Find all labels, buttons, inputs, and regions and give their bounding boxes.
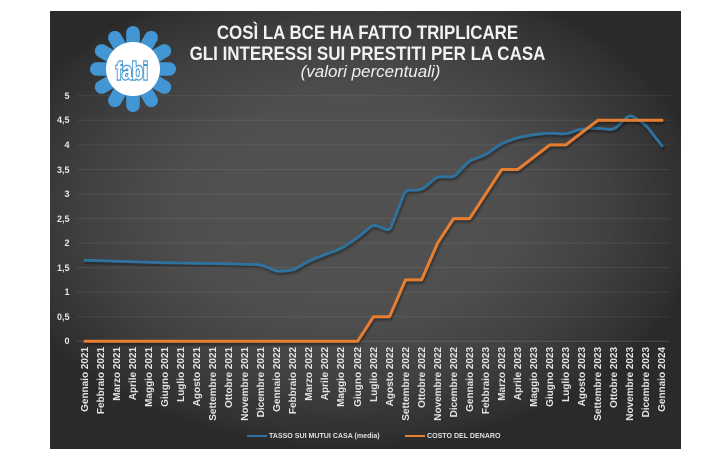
svg-text:fabi: fabi [115,56,147,84]
